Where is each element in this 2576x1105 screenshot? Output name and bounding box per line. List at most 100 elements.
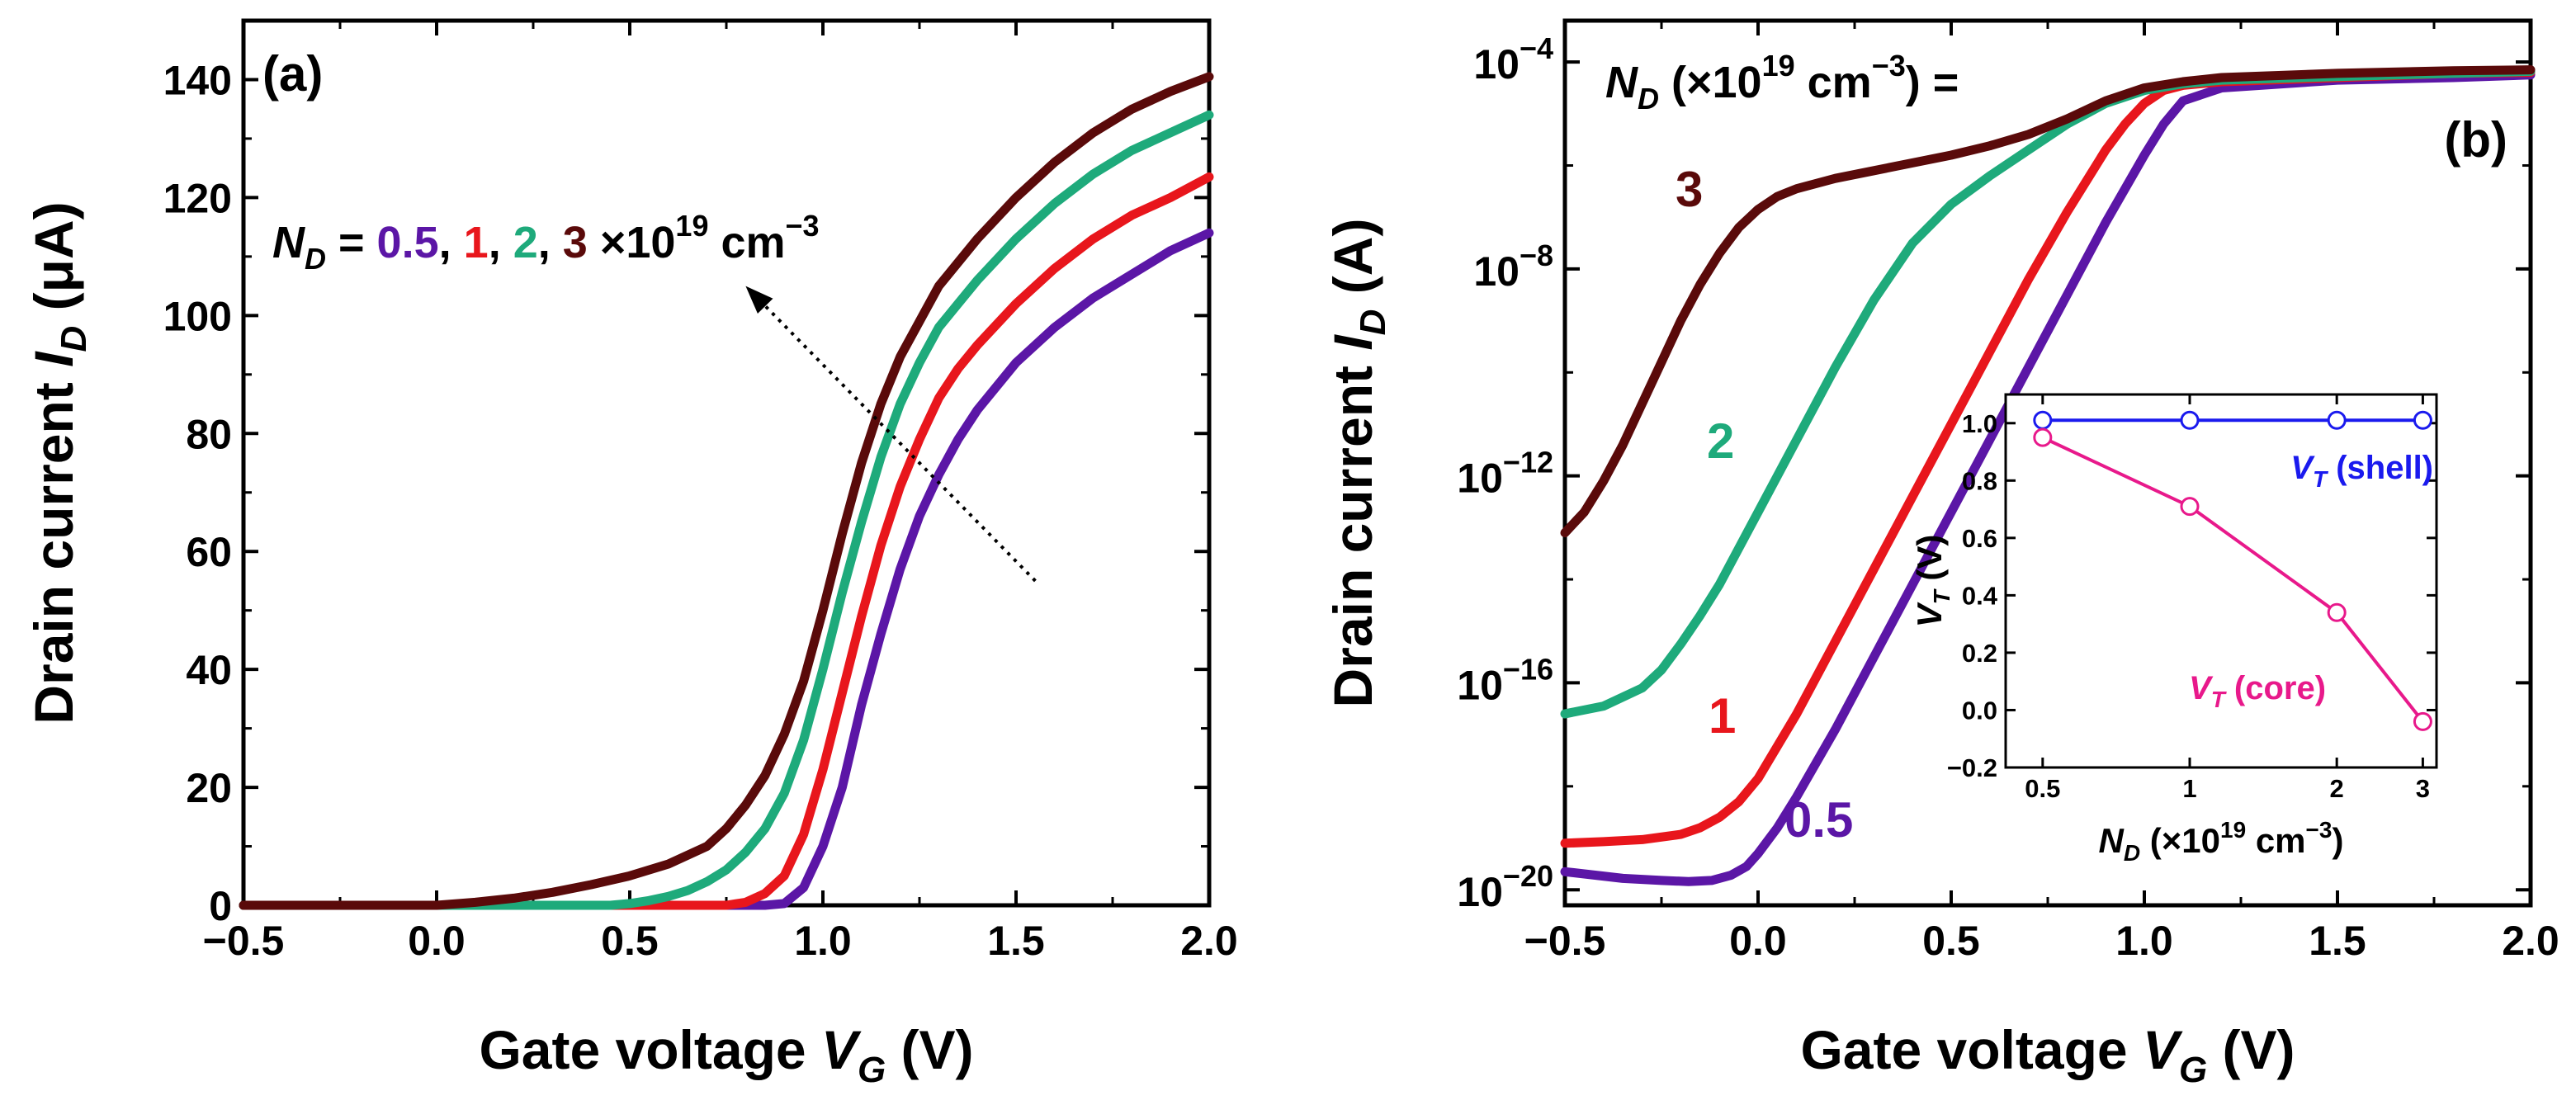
panel-b-xlabel: Gate voltage VG (V) bbox=[1800, 1019, 2295, 1090]
panel-a-series-line-2 bbox=[239, 110, 1214, 910]
panel-b-series-line-0.5 bbox=[1560, 70, 2536, 886]
inset-point-core bbox=[2033, 427, 2053, 447]
inset-point-shell bbox=[2413, 410, 2432, 430]
panel-b-ylabel: Drain current ID (A) bbox=[1322, 219, 1393, 708]
panel-a-nd-var: N bbox=[272, 218, 305, 267]
panel-a-nd-sep-2: , bbox=[538, 218, 563, 267]
panel-a-trend-arrow bbox=[763, 305, 1037, 583]
panel-a-xlabel-var: V bbox=[821, 1019, 862, 1080]
panel-b-xtick-label: 1.5 bbox=[2309, 918, 2366, 964]
inset-plot-frame bbox=[2004, 393, 2438, 769]
panel-a: −0.5 0.0 0.5 1.0 1.5 2.0 0 20 40 60 80 100 120 140 (a… bbox=[23, 18, 1238, 1090]
panel-b-ytick-label: 10−8 bbox=[1473, 238, 1553, 295]
inset-ytick-label: 1.0 bbox=[1962, 409, 1997, 438]
panel-a-ytick-label: 40 bbox=[186, 647, 232, 693]
panel-a-xlabel-sub: G bbox=[858, 1050, 886, 1090]
inset-ylabel: VT (V) bbox=[1910, 535, 1954, 628]
inset-shell-label-sub: T bbox=[2313, 466, 2329, 492]
panel-a-xtick-label: −0.5 bbox=[203, 918, 285, 964]
inset-xtick-label: 0.5 bbox=[2025, 774, 2060, 803]
inset-xlabel-mid: (×10 bbox=[2140, 821, 2220, 860]
panel-a-nd-unit-cm: cm bbox=[708, 218, 785, 267]
panel-b-curve-label-1: 1 bbox=[1709, 688, 1736, 744]
inset-ytick-label: 0.0 bbox=[1962, 696, 1997, 725]
inset-xlabel-unit: cm bbox=[2246, 821, 2305, 860]
panel-b-series-line-3 bbox=[1560, 65, 2536, 538]
panel-a-series-line-3 bbox=[239, 72, 1214, 910]
panel-b-xlabel-suffix: (V) bbox=[2207, 1019, 2295, 1080]
panel-a-xtick-label: 1.5 bbox=[987, 918, 1045, 964]
panel-a-series-line-1 bbox=[239, 172, 1214, 910]
panel-a-nd-unit: ×10 bbox=[588, 218, 676, 267]
inset-point-core bbox=[2327, 602, 2347, 622]
panel-b-xlabel-var: V bbox=[2143, 1019, 2183, 1080]
inset-xtick-label: 3 bbox=[2416, 774, 2430, 803]
panel-b-curve-label-2: 2 bbox=[1707, 413, 1734, 469]
inset-ticks: 0.5 1 2 3 −0.2 0.0 0.2 0.4 0.6 0.8 1.0 bbox=[1947, 394, 2437, 803]
inset-shell-label: VT (shell) bbox=[2290, 450, 2433, 492]
inset-shell-label-suffix: (shell) bbox=[2327, 450, 2433, 486]
panel-a-xtick-label: 1.0 bbox=[794, 918, 852, 964]
panel-b-curve-label-0.5: 0.5 bbox=[1784, 792, 1853, 848]
inset-chart: 0.5 1 2 3−0.20.00.20.40.60.81.0 VT (shell) … bbox=[1910, 393, 2438, 866]
panel-b-xtick-label: −0.5 bbox=[1524, 918, 1606, 964]
panel-b-xtick-label: 1.0 bbox=[2115, 918, 2173, 964]
panel-a-ytick-label: 20 bbox=[186, 765, 232, 811]
panel-a-nd-value-3: 3 bbox=[563, 218, 588, 267]
panel-a-xlabel-suffix: (V) bbox=[886, 1019, 973, 1080]
panel-a-label: (a) bbox=[262, 46, 323, 102]
panel-b-curve-label-3: 3 bbox=[1676, 162, 1703, 217]
inset-series-line-core bbox=[2041, 436, 2424, 723]
panel-a-xtick-label: 0.0 bbox=[408, 918, 466, 964]
panel-b-nd-header: ND (×1019 cm−3) = bbox=[1605, 49, 1959, 116]
panel-a-ticks: −0.5 0.0 0.5 1.0 1.5 2.0 0 20 40 60 80 100 120 140 bbox=[163, 19, 1238, 964]
panel-b-nd-header-unit: cm bbox=[1795, 58, 1872, 107]
panel-b-ytick-label: 10−16 bbox=[1457, 652, 1553, 708]
panel-b-nd-header-unit-exp: −3 bbox=[1872, 49, 1906, 83]
panel-b-xlabel-prefix: Gate voltage bbox=[1800, 1019, 2142, 1080]
panel-a-ylabel-prefix: Drain current bbox=[23, 367, 84, 725]
panel-a-ytick-label: 140 bbox=[163, 57, 232, 103]
panel-a-ytick-label: 100 bbox=[163, 293, 232, 339]
panel-a-ytick-label: 60 bbox=[186, 529, 232, 575]
panel-b-ylabel-sub: D bbox=[1353, 309, 1393, 336]
panel-b-xlabel-sub: G bbox=[2179, 1050, 2207, 1090]
panel-a-ytick-label: 0 bbox=[209, 883, 232, 929]
panel-a-ytick-label: 120 bbox=[163, 175, 232, 221]
panel-a-nd-eq: = bbox=[326, 218, 377, 267]
panel-a-nd-sep-1: , bbox=[489, 218, 513, 267]
inset-point-core bbox=[2180, 497, 2200, 517]
panel-a-nd-value-2: 2 bbox=[513, 218, 538, 267]
inset-point-shell bbox=[2327, 410, 2347, 430]
inset-ytick-label: 0.8 bbox=[1962, 466, 1997, 495]
inset-core-label: VT (core) bbox=[2189, 670, 2326, 712]
panel-a-ylabel-sub: D bbox=[54, 326, 94, 352]
panel-a-xlabel: Gate voltage VG (V) bbox=[479, 1019, 973, 1090]
inset-xlabel-sub: D bbox=[2124, 840, 2140, 866]
inset-ytick-label: −0.2 bbox=[1947, 753, 1997, 782]
inset-point-core bbox=[2413, 711, 2432, 731]
inset-xlabel-unit-exp: −3 bbox=[2306, 817, 2333, 843]
panel-b-xtick-label: 0.5 bbox=[1922, 918, 1980, 964]
panel-a-nd-sub: D bbox=[305, 242, 326, 276]
inset-core-label-sub: T bbox=[2211, 687, 2228, 712]
inset-ylabel-var: V bbox=[1910, 602, 1949, 627]
panel-b-nd-header-mid: (×10 bbox=[1659, 58, 1762, 107]
panel-b-ytick-label: 10−20 bbox=[1457, 859, 1553, 915]
panel-b-xtick-label: 0.0 bbox=[1729, 918, 1787, 964]
inset-ytick-label: 0.4 bbox=[1962, 581, 1998, 610]
panel-a-ylabel-suffix: (μA) bbox=[23, 201, 84, 325]
panel-a-nd-value-1: 1 bbox=[464, 218, 489, 267]
panel-b-ytick-label: 10−4 bbox=[1473, 31, 1553, 87]
inset-ylabel-sub: T bbox=[1929, 588, 1954, 604]
panel-b-nd-header-var: N bbox=[1605, 58, 1638, 107]
panel-a-nd-unit-cm-exp: −3 bbox=[786, 209, 820, 243]
inset-core-label-var: V bbox=[2189, 670, 2214, 706]
panel-b-ylabel-suffix: (A) bbox=[1322, 219, 1383, 309]
panel-b-ytick-label: 10−12 bbox=[1457, 446, 1553, 502]
inset-xtick-label: 2 bbox=[2330, 774, 2344, 803]
panel-a-xtick-label: 0.5 bbox=[601, 918, 659, 964]
panel-a-xlabel-prefix: Gate voltage bbox=[479, 1019, 820, 1080]
inset-xlabel: ND (×1019 cm−3) bbox=[2099, 817, 2344, 866]
